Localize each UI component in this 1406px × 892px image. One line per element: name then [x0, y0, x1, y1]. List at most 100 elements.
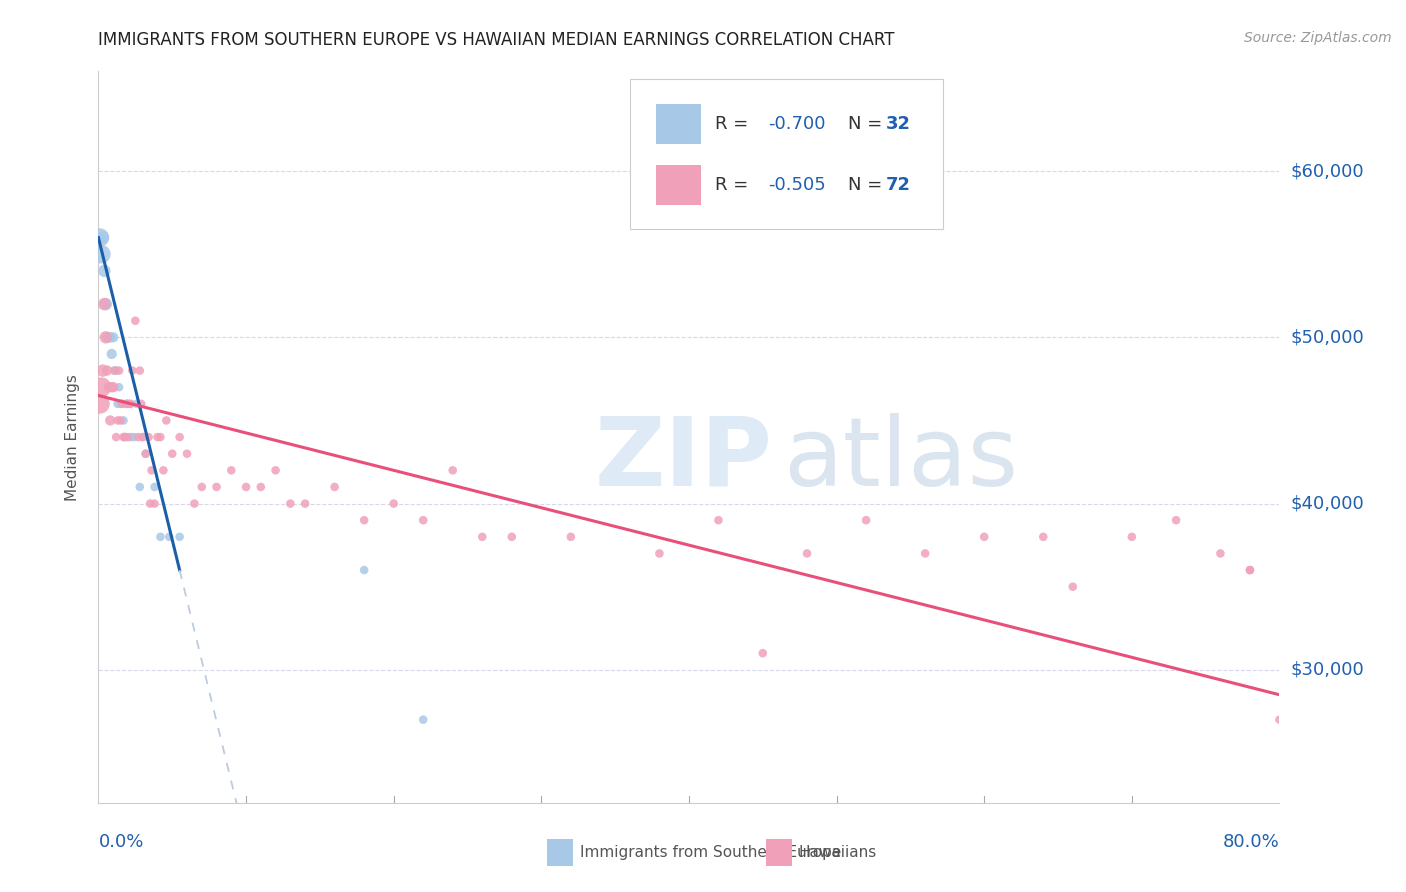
Point — [162, 447, 183, 461]
Point — [169, 430, 191, 444]
Text: N =: N = — [848, 176, 889, 194]
Text: Hawaiians: Hawaiians — [799, 845, 877, 860]
Point — [973, 530, 995, 544]
Point — [110, 397, 132, 411]
Point — [250, 480, 273, 494]
Point — [353, 563, 375, 577]
Point — [278, 497, 302, 511]
Point — [93, 297, 115, 311]
Point — [132, 430, 155, 444]
Point — [143, 497, 166, 511]
Text: Immigrants from Southern Europe: Immigrants from Southern Europe — [581, 845, 842, 860]
Text: Source: ZipAtlas.com: Source: ZipAtlas.com — [1244, 31, 1392, 45]
Point — [152, 463, 174, 477]
Text: -0.505: -0.505 — [768, 176, 825, 194]
Point — [89, 397, 111, 411]
Point — [105, 363, 128, 377]
Bar — [547, 838, 574, 866]
Point — [412, 513, 434, 527]
Text: -0.700: -0.700 — [768, 115, 825, 133]
Point — [124, 314, 146, 328]
Point — [914, 546, 936, 560]
Point — [138, 430, 160, 444]
Point — [382, 497, 405, 511]
Point — [98, 330, 121, 344]
Point — [93, 264, 115, 278]
Point — [128, 480, 150, 494]
Text: $60,000: $60,000 — [1291, 162, 1364, 180]
Point — [104, 363, 127, 377]
Point — [114, 430, 136, 444]
Point — [412, 713, 434, 727]
Text: R =: R = — [714, 115, 754, 133]
Point — [1268, 713, 1291, 727]
Point — [1121, 530, 1143, 544]
Point — [115, 397, 138, 411]
Point — [149, 430, 172, 444]
Point — [107, 397, 129, 411]
FancyBboxPatch shape — [630, 78, 943, 228]
Point — [1164, 513, 1187, 527]
Text: 0.0%: 0.0% — [98, 833, 143, 851]
Point — [176, 447, 198, 461]
Point — [127, 430, 149, 444]
Text: $50,000: $50,000 — [1291, 328, 1364, 346]
Point — [191, 480, 214, 494]
Text: R =: R = — [714, 176, 754, 194]
Point — [105, 430, 128, 444]
Text: ZIP: ZIP — [595, 412, 772, 506]
Point — [264, 463, 287, 477]
Point — [1062, 580, 1084, 594]
Point — [91, 363, 114, 377]
Point — [155, 413, 177, 427]
Point — [128, 363, 150, 377]
Point — [122, 430, 145, 444]
Point — [90, 247, 112, 261]
Point — [111, 397, 134, 411]
Point — [169, 530, 191, 544]
Point — [96, 363, 118, 377]
Y-axis label: Median Earnings: Median Earnings — [65, 374, 80, 500]
Point — [117, 397, 139, 411]
Point — [129, 397, 152, 411]
Point — [115, 397, 138, 411]
Point — [796, 546, 818, 560]
Point — [205, 480, 228, 494]
Point — [111, 397, 134, 411]
Point — [183, 497, 205, 511]
Point — [146, 430, 169, 444]
Text: 72: 72 — [886, 176, 911, 194]
Point — [648, 546, 671, 560]
Point — [135, 447, 157, 461]
Point — [108, 380, 131, 394]
Point — [100, 347, 122, 361]
Point — [118, 397, 141, 411]
Point — [135, 447, 157, 461]
Point — [120, 430, 142, 444]
Point — [103, 380, 125, 394]
Point — [121, 363, 143, 377]
Point — [91, 230, 114, 244]
Point — [1239, 563, 1261, 577]
Text: $30,000: $30,000 — [1291, 661, 1364, 679]
Point — [108, 363, 131, 377]
Text: N =: N = — [848, 115, 889, 133]
Text: 80.0%: 80.0% — [1223, 833, 1279, 851]
Point — [141, 463, 163, 477]
Bar — [655, 103, 700, 145]
Point — [294, 497, 316, 511]
Point — [96, 330, 118, 344]
Text: $40,000: $40,000 — [1291, 494, 1364, 513]
Text: 32: 32 — [886, 115, 911, 133]
Point — [1032, 530, 1054, 544]
Point — [97, 330, 120, 344]
Point — [94, 330, 117, 344]
Point — [855, 513, 877, 527]
Point — [90, 380, 112, 394]
Point — [112, 413, 135, 427]
Text: atlas: atlas — [783, 412, 1018, 506]
Bar — [766, 838, 792, 866]
Point — [98, 413, 121, 427]
Point — [104, 363, 127, 377]
Point — [219, 463, 242, 477]
